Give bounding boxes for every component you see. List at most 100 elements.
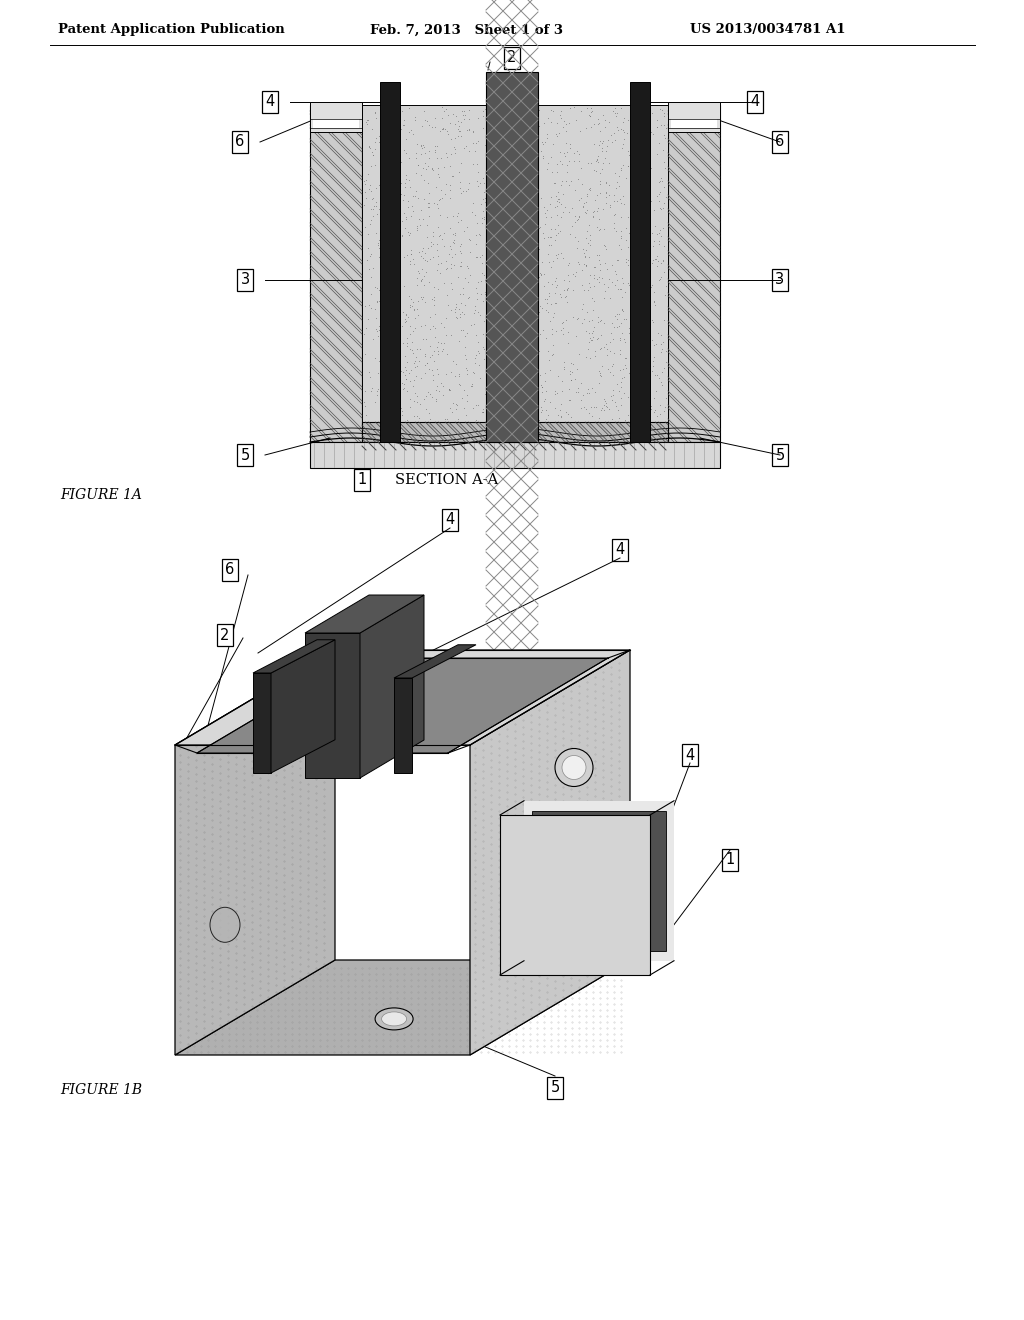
Point <box>466 362 482 383</box>
Point <box>402 294 419 315</box>
Point <box>437 183 454 205</box>
Point <box>620 387 636 408</box>
Point <box>656 176 673 197</box>
Point <box>482 293 499 314</box>
Point <box>424 345 440 366</box>
Point <box>460 322 476 343</box>
Point <box>506 405 522 426</box>
Point <box>553 286 569 308</box>
Point <box>402 397 419 418</box>
Point <box>456 100 472 121</box>
Point <box>581 338 597 359</box>
Point <box>541 301 557 322</box>
Point <box>551 189 567 210</box>
Point <box>468 325 484 346</box>
Point <box>637 381 653 403</box>
Point <box>371 319 387 341</box>
Point <box>609 304 626 325</box>
Point <box>631 117 647 139</box>
Point <box>639 374 655 395</box>
Point <box>573 389 590 411</box>
Point <box>474 252 490 273</box>
Point <box>450 265 466 286</box>
Point <box>388 205 404 226</box>
Point <box>357 296 374 317</box>
Point <box>508 342 524 363</box>
Point <box>607 162 624 183</box>
Text: 2: 2 <box>220 627 229 643</box>
Point <box>657 117 674 139</box>
Point <box>458 348 474 370</box>
Point <box>440 379 457 400</box>
Point <box>552 284 568 305</box>
Point <box>583 177 599 198</box>
Point <box>535 376 551 397</box>
Point <box>643 191 659 213</box>
Point <box>636 350 652 371</box>
Point <box>408 346 424 367</box>
Point <box>473 193 489 214</box>
Point <box>644 360 660 381</box>
Point <box>574 239 591 260</box>
Point <box>418 399 434 420</box>
Point <box>482 102 499 123</box>
Point <box>539 123 555 144</box>
Point <box>640 219 656 240</box>
Point <box>393 183 410 205</box>
Point <box>485 370 502 391</box>
Point <box>626 352 642 374</box>
Point <box>527 160 544 181</box>
Point <box>465 153 481 174</box>
Point <box>417 354 433 375</box>
Point <box>369 178 385 199</box>
Point <box>447 293 464 314</box>
Point <box>504 273 520 294</box>
Point <box>411 209 427 230</box>
Point <box>640 223 656 244</box>
Point <box>386 117 402 139</box>
Point <box>408 181 424 202</box>
Point <box>420 191 436 213</box>
Point <box>638 205 654 226</box>
Point <box>523 135 540 156</box>
Point <box>444 232 461 253</box>
Point <box>604 389 621 411</box>
Point <box>359 223 376 244</box>
Point <box>582 106 598 127</box>
Point <box>650 251 667 272</box>
Point <box>544 345 560 366</box>
Point <box>549 195 565 216</box>
Point <box>378 133 394 154</box>
Point <box>587 341 603 362</box>
Point <box>387 327 403 348</box>
Point <box>550 181 566 202</box>
Point <box>583 102 599 123</box>
Point <box>460 288 476 309</box>
Point <box>456 220 472 242</box>
Point <box>470 176 486 197</box>
Point <box>581 383 597 404</box>
Point <box>359 110 376 131</box>
Point <box>397 356 414 378</box>
Text: US 2013/0034781 A1: US 2013/0034781 A1 <box>690 24 846 37</box>
Point <box>443 279 460 300</box>
Point <box>513 256 529 277</box>
Point <box>459 136 475 157</box>
Point <box>569 210 586 231</box>
Point <box>527 172 544 193</box>
Point <box>383 165 399 186</box>
Point <box>378 201 394 222</box>
Point <box>487 252 504 273</box>
Point <box>523 132 540 153</box>
Point <box>411 263 427 284</box>
Text: Feb. 7, 2013   Sheet 1 of 3: Feb. 7, 2013 Sheet 1 of 3 <box>370 24 563 37</box>
Point <box>633 119 649 140</box>
Point <box>501 239 517 260</box>
Point <box>563 407 580 428</box>
Point <box>361 366 378 387</box>
Point <box>501 98 517 119</box>
Point <box>573 275 590 296</box>
Point <box>429 216 445 238</box>
Point <box>622 381 638 403</box>
Point <box>415 209 431 230</box>
